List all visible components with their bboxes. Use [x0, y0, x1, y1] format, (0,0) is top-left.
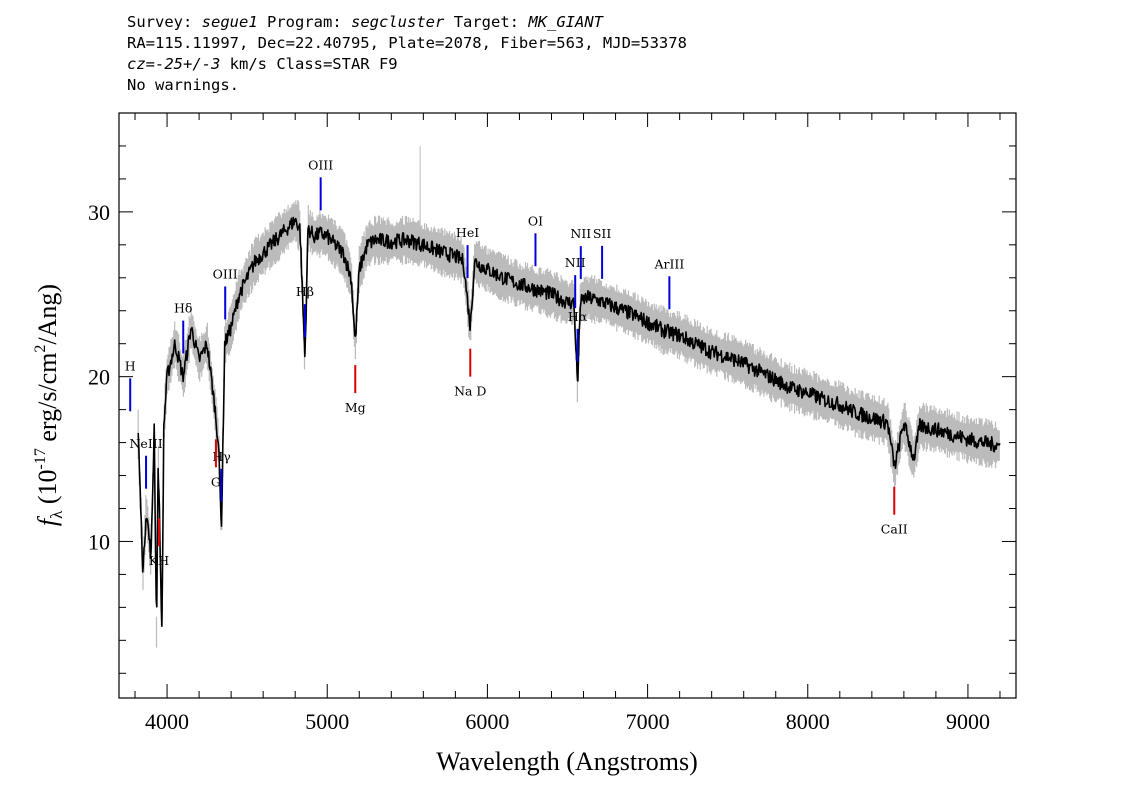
survey-value: segue1: [201, 13, 258, 31]
flux-line-layer: [137, 216, 1001, 627]
line-label: NII: [565, 255, 586, 270]
header-line-1: Survey: segue1 Program: segcluster Targe…: [127, 12, 687, 33]
line-label: Hγ: [212, 449, 230, 464]
line-label: CaII: [881, 522, 908, 537]
line-label: Hδ: [174, 301, 192, 316]
y-tick-label: 10: [88, 529, 110, 554]
program-label: Program:: [267, 13, 342, 31]
flux-line: [137, 216, 1001, 627]
x-tick-label: 4000: [145, 709, 189, 734]
target-value: MK_GIANT: [528, 13, 604, 31]
line-label: Hβ: [296, 284, 314, 299]
x-axis-label: Wavelength (Angstroms): [436, 747, 697, 776]
line-label: H: [125, 358, 136, 373]
survey-label: Survey:: [127, 13, 193, 31]
line-label: NeIII: [129, 436, 162, 451]
cz-rest: km/s Class=STAR F9: [220, 55, 398, 73]
x-tick-label: 6000: [465, 709, 509, 734]
line-label: Na D: [454, 384, 486, 399]
spectrum-header: Survey: segue1 Program: segcluster Targe…: [127, 12, 687, 96]
y-tick-label: 30: [88, 200, 110, 225]
line-label: OI: [528, 213, 543, 228]
y-axis-label: fλ (10-17 erg/s/cm2/Ang): [32, 284, 66, 526]
error-band-layer: [137, 145, 1000, 648]
program-value: segcluster: [351, 13, 445, 31]
line-label: NII: [570, 226, 591, 241]
cz-label: cz=: [127, 55, 155, 73]
line-label: Mg: [345, 400, 366, 415]
line-label: OIII: [213, 266, 238, 281]
target-label: Target:: [453, 13, 520, 31]
x-tick-label: 8000: [786, 709, 830, 734]
y-tick-label: 20: [88, 365, 110, 390]
x-tick-label: 9000: [946, 709, 990, 734]
header-line-3: cz=-25+/-3 km/s Class=STAR F9: [127, 54, 687, 75]
header-line-4: No warnings.: [127, 76, 239, 94]
line-label: ArIII: [653, 256, 684, 271]
line-label: SII: [593, 226, 612, 241]
axis-ticks: 4000 5000 6000 7000 8000 9000 10 20 30: [88, 113, 1016, 734]
line-label: KH: [149, 553, 169, 568]
line-label: OIII: [308, 157, 333, 172]
line-label: Hα: [568, 309, 588, 324]
plot-frame: [118, 112, 1017, 699]
x-tick-label: 5000: [305, 709, 349, 734]
x-tick-label: 7000: [626, 709, 670, 734]
line-label: HeI: [456, 225, 479, 240]
header-line-2: RA=115.11997, Dec=22.40795, Plate=2078, …: [127, 34, 687, 52]
line-label: G: [211, 474, 221, 489]
cz-value: -25+/-3: [155, 55, 221, 73]
